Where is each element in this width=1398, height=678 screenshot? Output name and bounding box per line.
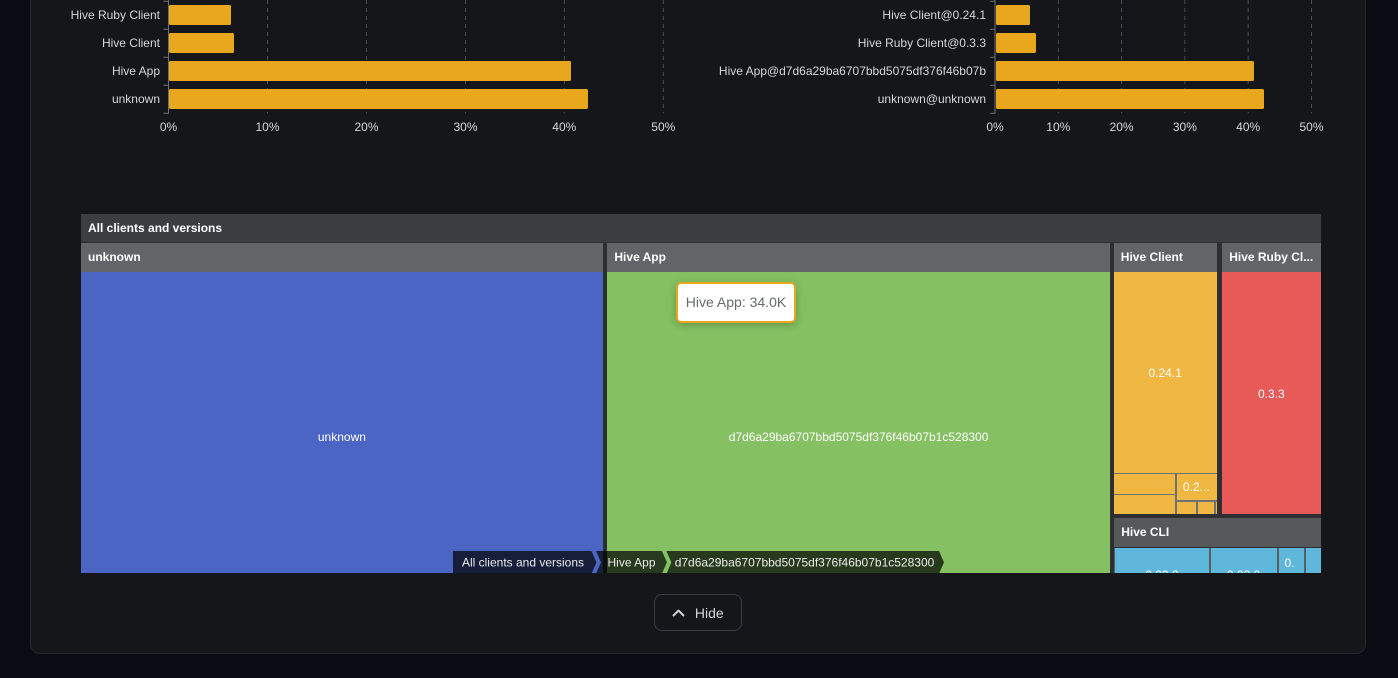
svg-text:Hive App: Hive App [607, 555, 655, 569]
svg-text:d7d6a29ba6707bbd5075df376f46b0: d7d6a29ba6707bbd5075df376f46b07b1c528300 [675, 555, 935, 569]
svg-text:All clients and versions: All clients and versions [462, 555, 584, 569]
